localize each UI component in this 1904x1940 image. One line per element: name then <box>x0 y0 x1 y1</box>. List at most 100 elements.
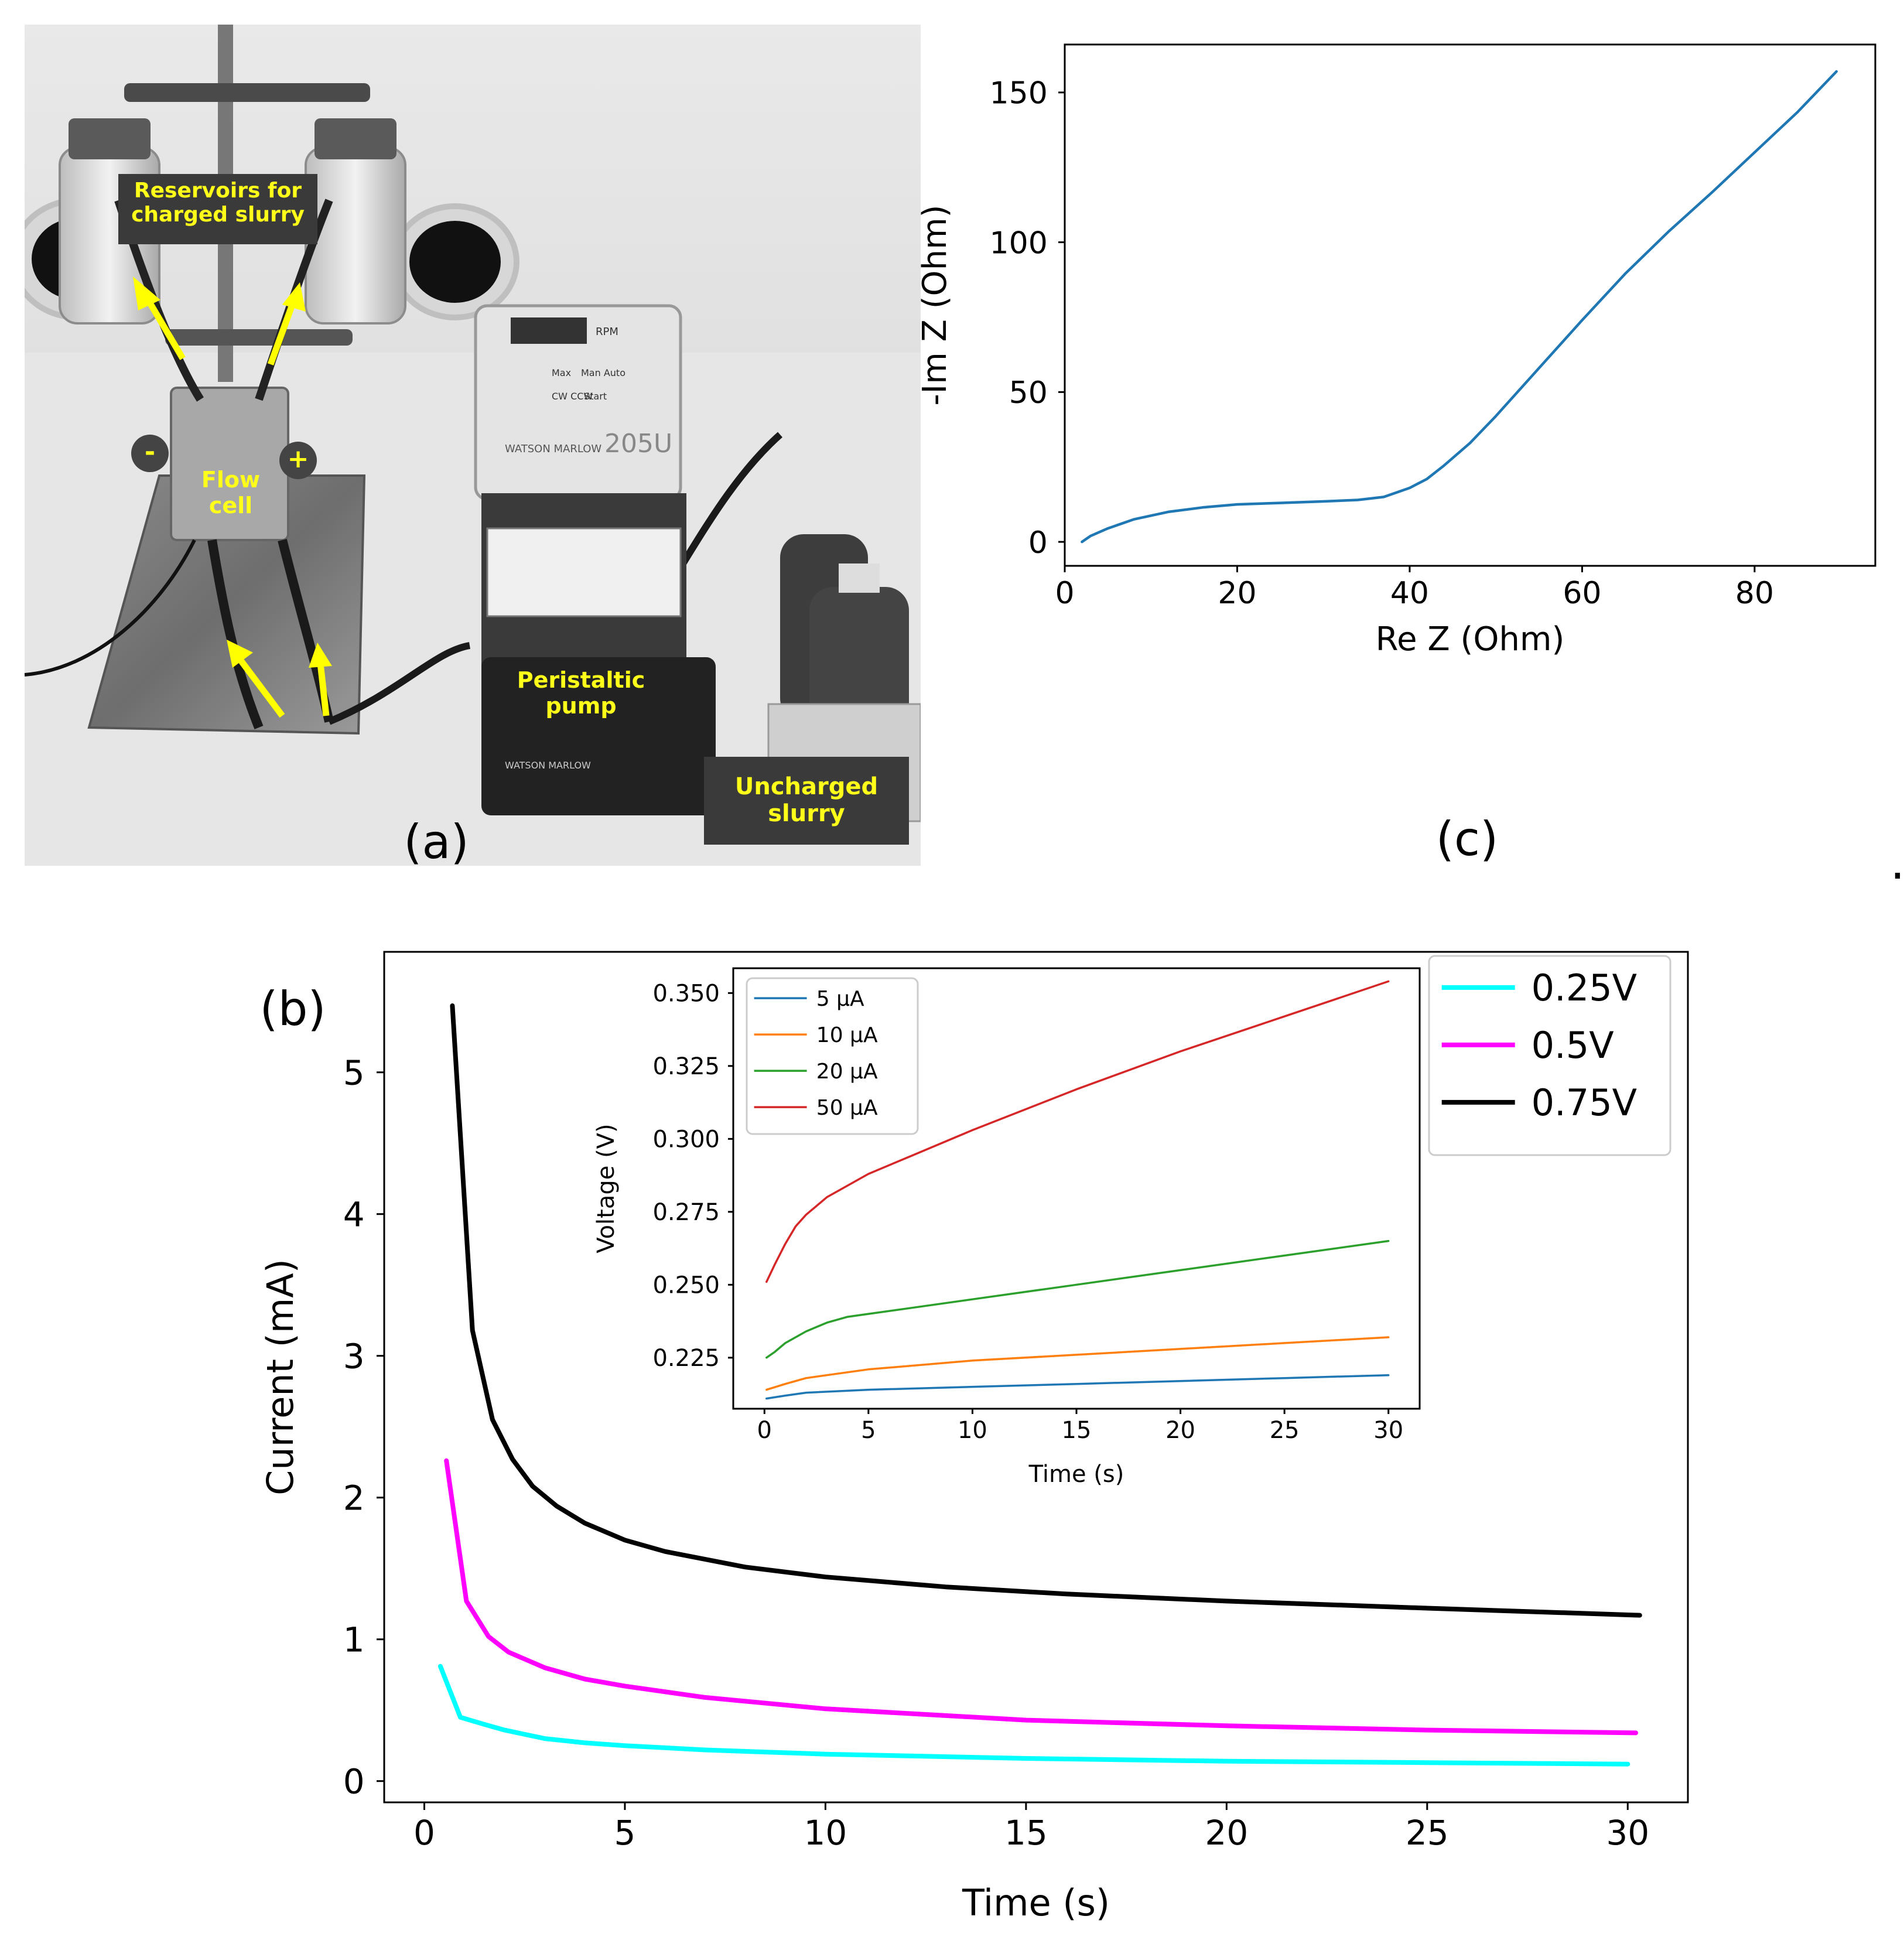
photo-panel: RPM 205U WATSON MARLOW Max Man Auto CW C… <box>10 25 922 866</box>
impedance-chart: 0 20 40 60 80 0 50 100 150 Re Z (Ohm) -Im Z (Ohm) <box>916 43 1876 658</box>
pump-display <box>511 317 587 344</box>
x-tick-label-b-inset: 20 <box>1165 1417 1195 1444</box>
y-tick-label-b: 3 <box>343 1337 365 1377</box>
terminal-plus: + <box>279 442 317 479</box>
arrow-into-cell-left <box>235 655 285 718</box>
apparatus-photo: RPM 205U WATSON MARLOW Max Man Auto CW C… <box>10 25 922 866</box>
callout-uncharged: Uncharged slurry <box>704 757 909 845</box>
y-tick-label-c: 50 <box>1009 375 1048 411</box>
legend-label-b-inset: 10 µA <box>816 1023 878 1047</box>
voltage-inset-chart: 0 5 10 15 20 25 30 0.225 0.250 0.275 0.300 0.325 0.3… <box>593 967 1421 1488</box>
terminal-minus: - <box>131 435 169 472</box>
x-tick-label-b: 25 <box>1406 1813 1449 1853</box>
series-line-c-0 <box>1081 70 1838 544</box>
glovebox-port-right-hole <box>409 221 501 303</box>
wire-left <box>24 539 196 677</box>
reservoir-left-cap <box>69 118 151 159</box>
legend-label-b: 0.75V <box>1532 1081 1637 1124</box>
y-axis-label-b: Current (mA) <box>259 1259 302 1495</box>
y-tick-label-c: 150 <box>990 76 1048 111</box>
panel-c-label: (c) <box>1436 812 1498 866</box>
x-axis-label-b-inset: Time (s) <box>1028 1461 1124 1488</box>
x-tick-label-b-inset: 25 <box>1270 1417 1300 1444</box>
y-tick-label-b-inset: 0.325 <box>652 1053 720 1080</box>
y-tick-label-b-inset: 0.300 <box>652 1126 720 1153</box>
x-tick-label-c: 60 <box>1563 576 1601 611</box>
arrowhead-right-reservoir <box>282 282 306 312</box>
axes-frame-b <box>383 951 1689 1804</box>
legend-box-b <box>1428 955 1671 1156</box>
callout-reservoirs: Reservoirs for charged slurry <box>118 174 317 244</box>
y-tick-label-b: 4 <box>343 1195 365 1235</box>
y-axis-label-c: -Im Z (Ohm) <box>916 204 954 405</box>
callout-flow-cell: Flow cell <box>201 467 261 518</box>
x-tick-label-b: 0 <box>413 1813 435 1853</box>
arrows <box>133 276 332 718</box>
x-tick-label-b-inset: 30 <box>1373 1417 1403 1444</box>
y-tick-label-b: 0 <box>343 1762 365 1802</box>
x-tick-label-b: 30 <box>1606 1813 1649 1853</box>
stand-clamp-lower <box>165 329 353 346</box>
series-line-5-A <box>765 1374 1390 1400</box>
stand-clamp <box>124 83 370 102</box>
current-chart: 0 5 10 15 20 25 30 0 1 2 3 4 5 Time (s) Current (mA) 0.… <box>259 951 1689 1924</box>
x-tick-label-c: 80 <box>1735 576 1774 611</box>
y-axis-label-b-inset: Voltage (V) <box>593 1123 620 1253</box>
legend-label-b-inset: 50 µA <box>816 1096 878 1120</box>
series-line-0.75V <box>450 1003 1642 1618</box>
arrow-to-right-reservoir <box>267 299 298 366</box>
arrowhead-cell-left <box>227 640 253 668</box>
series-line-10-A <box>765 1336 1390 1391</box>
y-tick-label-b: 5 <box>343 1053 365 1093</box>
pump-button-cw-ccw: CW CCW <box>552 391 593 402</box>
x-tick-label-b-inset: 5 <box>861 1417 876 1444</box>
arrowhead-left-reservoir <box>133 276 160 310</box>
y-tick-label-b: 1 <box>343 1620 365 1660</box>
legend-label-b: 0.5V <box>1532 1024 1614 1067</box>
series-line-0.5V <box>444 1458 1638 1736</box>
y-tick-label-b: 2 <box>343 1478 365 1518</box>
panel-b-label: (b) <box>259 982 326 1036</box>
y-tick-label-c: 0 <box>1028 525 1048 561</box>
y-tick-label-b-inset: 0.225 <box>652 1345 720 1372</box>
y-tick-label-b-inset: 0.250 <box>652 1272 720 1299</box>
series-line-20-A <box>765 1239 1390 1359</box>
tube-to-pump <box>327 642 471 725</box>
tube-lower-left <box>207 539 264 729</box>
slurry-bottle-cap <box>839 563 880 593</box>
arrow-into-cell-right <box>317 662 330 716</box>
x-axis-label-b: Time (s) <box>962 1881 1110 1924</box>
pump-rpm: RPM <box>596 326 618 338</box>
x-tick-label-b-inset: 10 <box>958 1417 987 1444</box>
legend-label-b-inset: 20 µA <box>816 1060 878 1084</box>
series-line-0.25V <box>437 1664 1630 1767</box>
pump-tube-bank <box>486 527 682 617</box>
x-tick-label-c: 40 <box>1390 576 1429 611</box>
pump-button-start: Start <box>584 391 607 402</box>
reservoir-right-cap <box>315 118 396 159</box>
axes-frame-c <box>1064 43 1876 567</box>
x-tick-label-b: 10 <box>804 1813 847 1853</box>
x-tick-label-b-inset: 0 <box>757 1417 772 1444</box>
pump-brand: WATSON MARLOW <box>505 443 601 455</box>
pump-head-brand: WATSON MARLOW <box>505 760 591 771</box>
x-tick-label-c: 20 <box>1218 576 1256 611</box>
pump-button-man-auto: Man Auto <box>581 367 625 378</box>
legend-box-b-inset <box>746 977 919 1135</box>
stray-mark: . <box>1890 835 1904 890</box>
x-tick-label-b: 20 <box>1205 1813 1248 1853</box>
x-axis-label-c: Re Z (Ohm) <box>1376 620 1565 658</box>
legend-label-b: 0.25V <box>1532 966 1637 1009</box>
callout-pump: Peristaltic pump <box>517 667 645 719</box>
panel-a-label: (a) <box>404 815 469 869</box>
y-tick-label-b-inset: 0.350 <box>652 981 720 1007</box>
x-tick-label-b: 5 <box>614 1813 636 1853</box>
pump-head <box>481 657 716 815</box>
arrowhead-cell-right <box>309 643 332 668</box>
y-tick-label-b-inset: 0.275 <box>652 1199 720 1226</box>
x-tick-label-c: 0 <box>1055 576 1074 611</box>
x-tick-label-b-inset: 15 <box>1062 1417 1092 1444</box>
pump-model: 205U <box>604 429 672 459</box>
y-tick-label-c: 100 <box>990 226 1048 261</box>
